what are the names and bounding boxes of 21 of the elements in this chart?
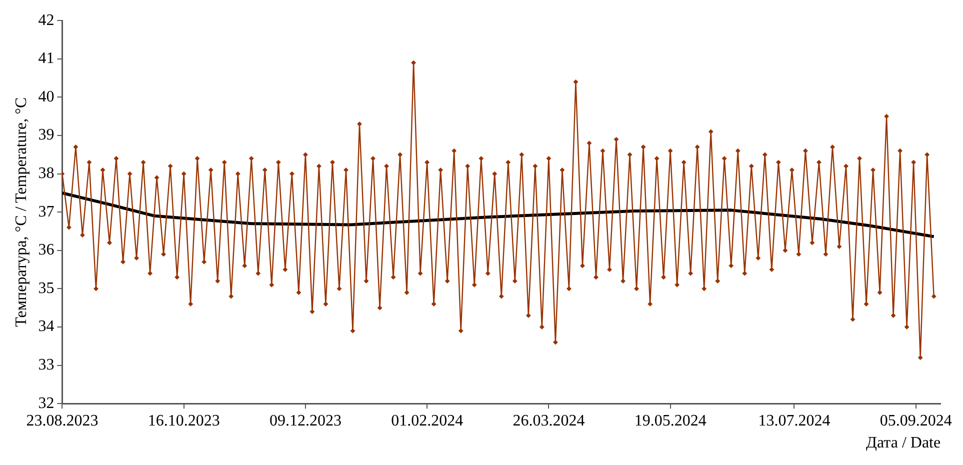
y-axis-title: Температура, °C / Temperature, °C bbox=[12, 97, 30, 327]
y-tick-label: 36 bbox=[38, 242, 54, 259]
y-tick-label: 40 bbox=[38, 88, 54, 106]
y-tick-label: 34 bbox=[38, 318, 54, 336]
x-axis-title: Дата / Date bbox=[866, 434, 941, 452]
y-tick-label: 37 bbox=[38, 203, 54, 220]
y-tick-label: 38 bbox=[38, 165, 54, 182]
x-tick-label: 01.02.2024 bbox=[391, 412, 464, 430]
y-tick-label: 41 bbox=[38, 50, 54, 68]
y-tick-label: 42 bbox=[38, 12, 54, 29]
y-tick-label: 32 bbox=[38, 394, 54, 412]
x-tick-label: 05.09.2024 bbox=[880, 412, 952, 430]
x-tick-label: 13.07.2024 bbox=[758, 412, 830, 430]
y-tick-label: 35 bbox=[38, 280, 54, 297]
y-tick-label: 39 bbox=[38, 126, 54, 144]
y-tick-label: 33 bbox=[38, 356, 54, 374]
x-tick-label: 19.05.2024 bbox=[634, 412, 706, 430]
x-tick-label: 23.08.2023 bbox=[26, 412, 98, 430]
x-tick-label: 26.03.2024 bbox=[512, 412, 585, 430]
x-tick-label: 16.10.2023 bbox=[148, 412, 220, 430]
x-tick-label: 09.12.2023 bbox=[269, 412, 342, 430]
